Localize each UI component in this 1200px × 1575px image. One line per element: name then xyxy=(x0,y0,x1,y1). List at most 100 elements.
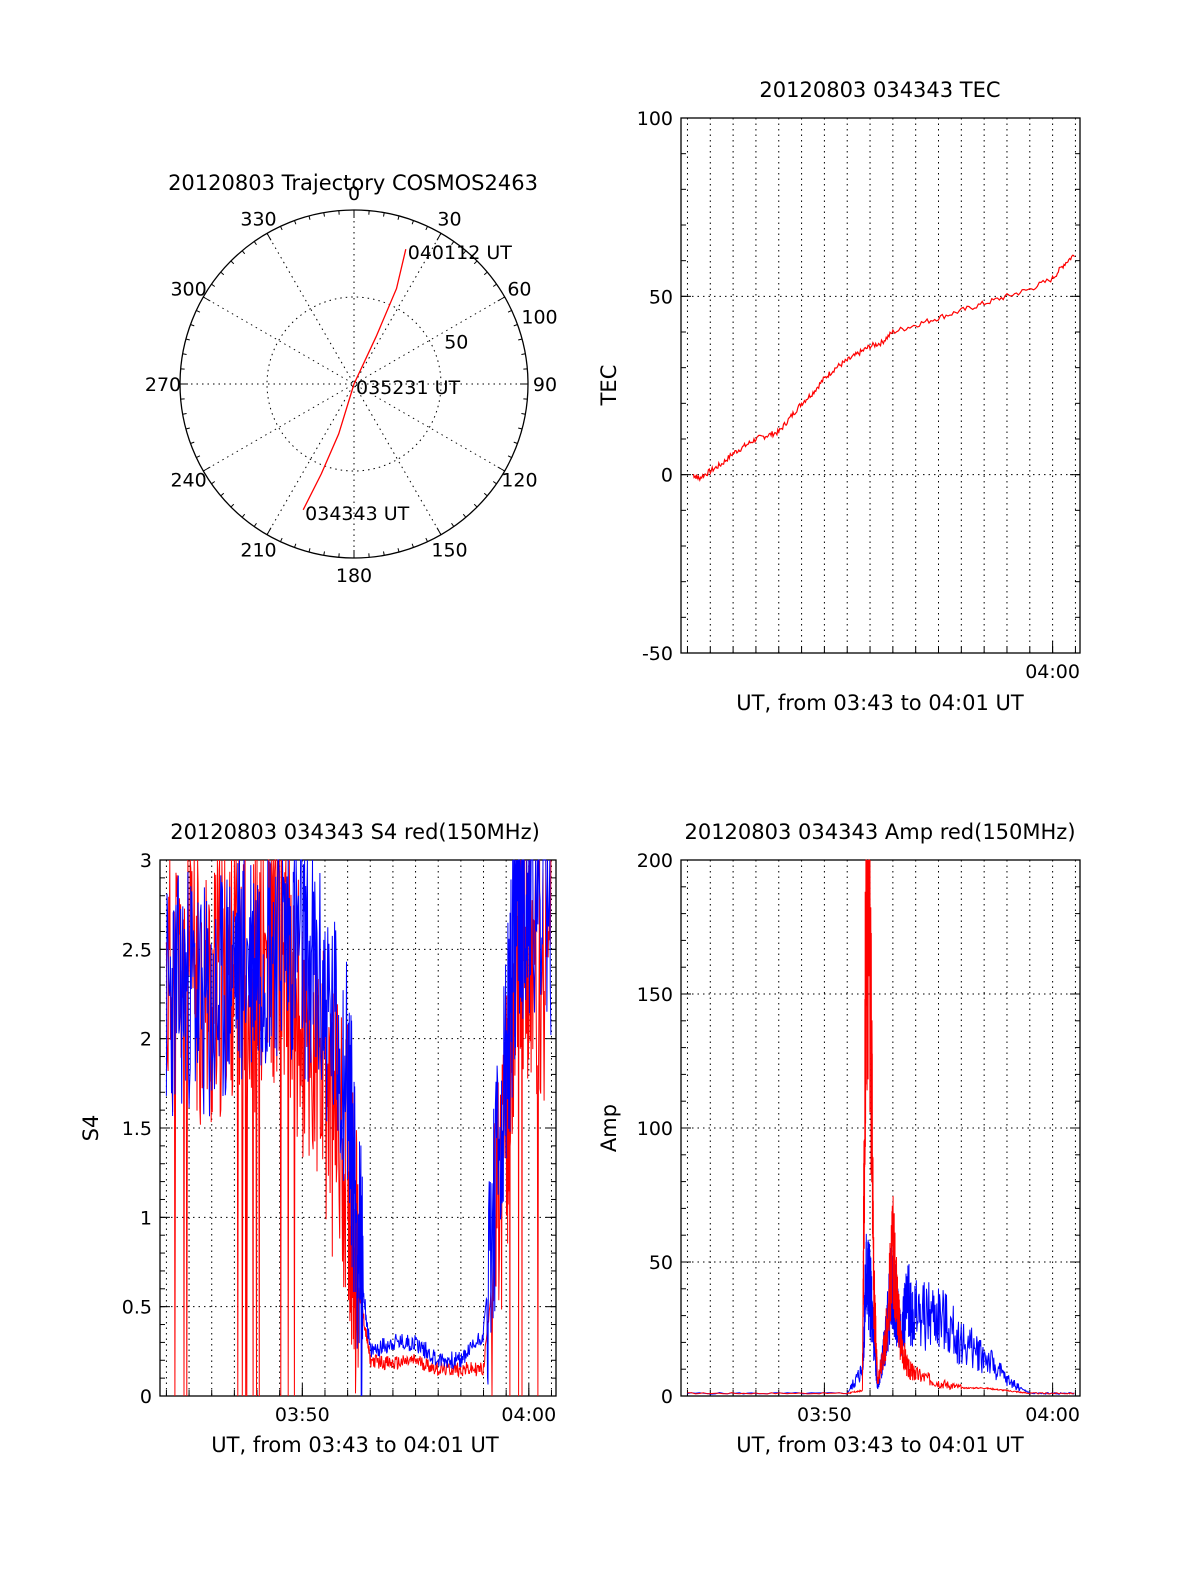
polar-rim-tick xyxy=(521,413,526,415)
y-tick-label: 100 xyxy=(637,1118,673,1140)
polar-rim-tick xyxy=(397,215,400,220)
trajectory-time-labels: 040112 UT 035231 UT 034343 UT xyxy=(305,242,512,525)
x-tick-label: 03:50 xyxy=(275,1404,330,1426)
polar-rim-tick xyxy=(462,513,467,518)
amp-title: 20120803 034343 Amp red(150MHz) xyxy=(684,820,1075,844)
polar-rim-tick xyxy=(513,441,518,444)
polar-rim-tick xyxy=(253,241,257,246)
polar-angle-label: 180 xyxy=(336,565,372,587)
polar-rim-tick xyxy=(492,283,497,287)
s4-panel: 20120803 034343 S4 red(150MHz) 0 0.5 1 1.5 2… xyxy=(79,820,557,1457)
polar-angle-label: 240 xyxy=(170,470,206,492)
x-tick-label: 03:50 xyxy=(797,1404,852,1426)
polar-radius-label: 50 xyxy=(444,332,468,354)
plot-frame xyxy=(159,859,557,1397)
polar-rim-tick xyxy=(253,522,257,527)
polar-rim-tick xyxy=(473,260,478,265)
polar-rim-tick xyxy=(308,548,311,553)
plot-frame xyxy=(680,117,1081,654)
polar-rim-tick xyxy=(196,455,201,458)
polar-panel: 20120803 Trajectory COSMOS2463 0 30 60 90 12… xyxy=(145,171,558,587)
polar-rim-tick xyxy=(436,233,442,241)
y-tick-label: 0.5 xyxy=(122,1297,152,1319)
polar-angle-label: 120 xyxy=(501,470,537,492)
polar-rim-tick xyxy=(507,455,512,458)
trajectory-time-label: 035231 UT xyxy=(356,377,460,399)
polar-rim-tick xyxy=(323,212,325,217)
polar-rim-tick xyxy=(266,233,272,241)
polar-rim-tick xyxy=(425,537,428,542)
polar-rim-tick xyxy=(473,503,478,508)
polar-rim-tick xyxy=(483,271,488,276)
polar-rim-tick xyxy=(507,310,512,313)
polar-angle-label: 210 xyxy=(240,539,276,561)
tec-axes: -50 0 50 100 04:00 xyxy=(637,108,1081,683)
polar-rim-tick xyxy=(436,527,442,535)
polar-rim-tick xyxy=(497,296,505,302)
polar-rim-tick xyxy=(211,481,216,485)
polar-rim-tick xyxy=(383,212,385,217)
polar-rim-tick xyxy=(518,427,523,430)
polar-angle-label: 300 xyxy=(170,279,206,301)
tec-series-line xyxy=(693,254,1075,483)
y-tick-label: 100 xyxy=(637,108,673,130)
tec-ylabel: TEC xyxy=(597,365,621,407)
polar-rim-tick xyxy=(266,527,272,535)
polar-rim-tick xyxy=(383,551,385,556)
polar-angle-label: 30 xyxy=(437,209,461,231)
polar-rim-tick xyxy=(220,492,225,497)
polar-angle-label: 0 xyxy=(348,183,360,205)
polar-rim-tick xyxy=(518,338,523,341)
s4-xlabel: UT, from 03:43 to 04:01 UT xyxy=(211,1433,499,1457)
polar-rim-tick xyxy=(513,324,518,327)
polar-rim-tick xyxy=(451,241,455,246)
polar-rim-tick xyxy=(294,220,297,225)
amp-xlabel: UT, from 03:43 to 04:01 UT xyxy=(736,1433,1024,1457)
polar-rim-tick xyxy=(241,513,246,518)
polar-angle-label: 330 xyxy=(240,209,276,231)
polar-rim-tick xyxy=(182,413,187,415)
polar-rim-tick xyxy=(220,271,225,276)
polar-rim-tick xyxy=(411,543,414,548)
polar-rim-tick xyxy=(190,441,195,444)
trajectory-time-label: 034343 UT xyxy=(305,503,409,525)
polar-rim-tick xyxy=(483,492,488,497)
y-tick-label: 3 xyxy=(140,850,152,872)
amp-axes: 0 50 100 150 200 03:50 04:00 xyxy=(637,850,1081,1426)
polar-angle-label: 270 xyxy=(145,374,181,396)
polar-angle-label: 90 xyxy=(533,374,557,396)
polar-rim-tick xyxy=(397,548,400,553)
polar-rim-tick xyxy=(196,310,201,313)
polar-rim-tick xyxy=(521,353,526,355)
y-tick-label: 1 xyxy=(140,1207,152,1229)
polar-grid xyxy=(179,209,529,559)
polar-angle-label: 60 xyxy=(507,279,531,301)
y-tick-label: 200 xyxy=(637,850,673,872)
polar-rim-tick xyxy=(492,481,497,485)
tec-panel: 20120803 034343 TEC -50 0 50 100 04:00 UT, f… xyxy=(597,78,1081,715)
polar-radius-label: 100 xyxy=(521,306,557,328)
polar-angle-label: 150 xyxy=(431,539,467,561)
polar-rim-tick xyxy=(230,260,235,265)
s4-title: 20120803 034343 S4 red(150MHz) xyxy=(170,820,540,844)
y-tick-label: 1.5 xyxy=(122,1118,152,1140)
trajectory-line xyxy=(302,249,407,511)
polar-rim-tick xyxy=(308,215,311,220)
amp-panel: 20120803 034343 Amp red(150MHz) 0 50 100 15… xyxy=(597,820,1081,1457)
polar-angle-labels: 0 30 60 90 120 150 180 210 240 270 300 330 xyxy=(145,183,557,587)
y-tick-label: 0 xyxy=(661,465,673,487)
polar-rim-tick xyxy=(294,543,297,548)
polar-rim-tick xyxy=(203,296,211,302)
polar-radius-labels: 50 100 xyxy=(444,306,557,353)
y-tick-label: 0 xyxy=(140,1386,152,1408)
polar-rim-tick xyxy=(203,466,211,472)
y-tick-label: 2 xyxy=(140,1029,152,1051)
y-tick-label: 150 xyxy=(637,984,673,1006)
y-tick-label: 2.5 xyxy=(122,939,152,961)
polar-rim-tick xyxy=(241,250,246,255)
polar-rim-tick xyxy=(182,353,187,355)
plot-frame xyxy=(680,859,1081,1397)
s4-ylabel: S4 xyxy=(79,1115,103,1142)
amp-red-series xyxy=(687,859,1075,1395)
